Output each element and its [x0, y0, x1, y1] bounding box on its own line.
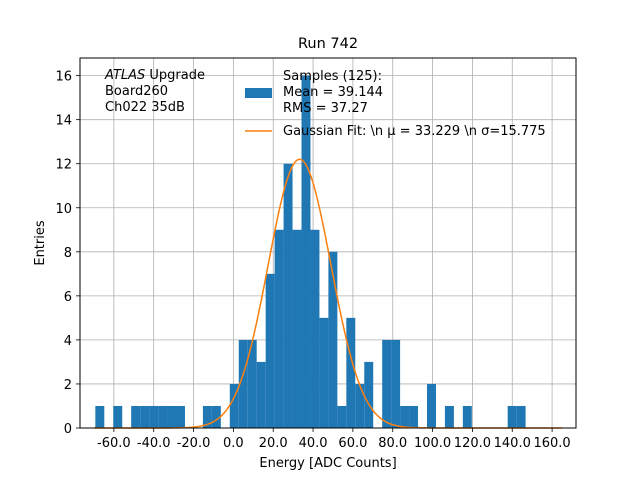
x-tick-label: -40.0 — [137, 436, 171, 451]
y-tick-label: 6 — [64, 290, 72, 305]
histogram-bar — [113, 405, 123, 428]
y-tick-label: 16 — [55, 70, 72, 85]
histogram-bar — [328, 251, 338, 428]
annotation-line: Board260 — [105, 84, 168, 99]
x-tick-label: 40.0 — [299, 436, 328, 451]
histogram-bar — [176, 405, 185, 428]
histogram-bar — [319, 317, 329, 428]
histogram-bar — [346, 317, 356, 428]
histogram-bar — [409, 405, 419, 428]
histogram-bar — [310, 229, 320, 428]
x-tick-label: -20.0 — [177, 436, 211, 451]
legend-samples-label: RMS = 37.27 — [283, 101, 368, 116]
histogram-bar — [131, 405, 141, 428]
histogram-bar — [202, 405, 212, 428]
histogram-bar — [462, 405, 472, 428]
histogram-bar — [337, 405, 347, 428]
x-tick-label: 100.0 — [414, 436, 451, 451]
chart-title: Run 742 — [298, 36, 358, 52]
annotation-line: Ch022 35dB — [105, 100, 185, 115]
x-tick-label: 140.0 — [494, 436, 531, 451]
histogram-bar — [167, 405, 177, 428]
x-tick-label: 80.0 — [378, 436, 407, 451]
histogram-bar — [400, 405, 410, 428]
x-tick-label: 0.0 — [223, 436, 244, 451]
histogram-bar — [238, 339, 248, 428]
histogram-bar — [507, 405, 517, 428]
legend-bar-swatch — [245, 88, 272, 98]
y-tick-label: 12 — [55, 158, 72, 173]
histogram-bar — [265, 273, 275, 428]
legend: Samples (125): Mean = 39.144 RMS = 37.27… — [245, 69, 546, 139]
atlas-annotation: ATLAS Upgrade Board260 Ch022 35dB — [104, 68, 205, 115]
y-axis-ticks: 0 2 4 6 8 10 12 14 16 — [55, 70, 80, 437]
histogram-bar — [355, 383, 365, 428]
histogram-bar — [149, 405, 159, 428]
y-axis-label: Entries — [33, 220, 48, 266]
histogram-bar — [95, 405, 105, 428]
histogram-bar — [158, 405, 168, 428]
histogram-bar — [229, 383, 239, 428]
y-tick-label: 14 — [55, 114, 72, 129]
annotation-line: ATLAS Upgrade — [104, 68, 205, 83]
histogram-bar — [292, 229, 302, 428]
histogram-bar — [211, 405, 221, 428]
legend-samples-label: Samples (125): — [283, 69, 382, 84]
x-tick-label: 60.0 — [338, 436, 367, 451]
histogram-bar — [301, 75, 311, 428]
y-tick-label: 10 — [55, 202, 72, 217]
histogram-bar — [391, 339, 401, 428]
y-tick-label: 0 — [64, 422, 72, 437]
histogram-bar — [140, 405, 150, 428]
x-axis-label: Energy [ADC Counts] — [259, 456, 396, 471]
histogram-bar — [364, 361, 374, 428]
histogram-bars — [95, 75, 526, 428]
histogram-bar — [274, 229, 284, 428]
y-tick-label: 8 — [64, 246, 72, 261]
x-axis-ticks: -60.0 -40.0 -20.0 0.0 20.0 40.0 60.0 80.0 100.0 1… — [97, 428, 571, 451]
histogram-bar — [256, 361, 266, 428]
x-tick-label: 120.0 — [454, 436, 491, 451]
y-tick-label: 2 — [64, 378, 72, 393]
x-tick-label: 160.0 — [533, 436, 570, 451]
histogram-bar — [283, 163, 293, 428]
histogram-bar — [247, 339, 257, 428]
plot-frame — [79, 57, 577, 429]
x-tick-label: -60.0 — [97, 436, 131, 451]
histogram-bar — [444, 405, 454, 428]
legend-samples-label: Mean = 39.144 — [283, 85, 383, 100]
y-tick-label: 4 — [64, 334, 72, 349]
x-tick-label: 20.0 — [259, 436, 288, 451]
histogram-bar — [427, 383, 436, 428]
histogram-bar — [516, 405, 526, 428]
histogram-bar — [382, 339, 392, 428]
legend-fit-label: Gaussian Fit: \n μ = 33.229 \n σ=15.775 — [283, 124, 546, 139]
